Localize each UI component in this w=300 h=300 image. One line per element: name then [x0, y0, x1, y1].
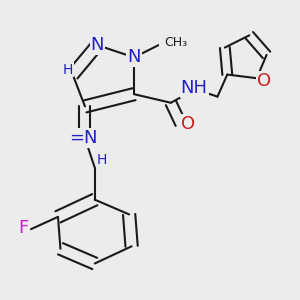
- Text: F: F: [19, 219, 29, 237]
- Text: N: N: [127, 48, 141, 66]
- Text: CH₃: CH₃: [165, 36, 188, 49]
- Text: =N: =N: [70, 129, 98, 147]
- Text: O: O: [181, 115, 195, 133]
- Text: N: N: [91, 36, 104, 54]
- Text: H: H: [97, 153, 107, 167]
- Text: O: O: [257, 72, 271, 90]
- Text: NH: NH: [181, 79, 208, 97]
- Text: H: H: [63, 63, 73, 76]
